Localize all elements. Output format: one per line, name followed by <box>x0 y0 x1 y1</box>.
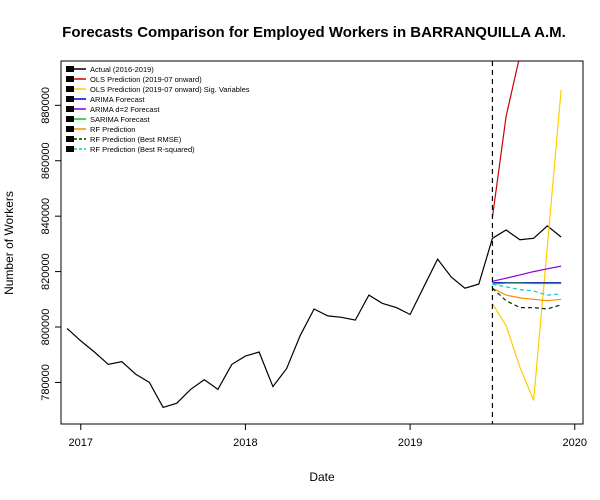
y-tick-label: 840000 <box>40 198 52 235</box>
series-line-1 <box>491 61 520 218</box>
series-line-4 <box>492 265 562 282</box>
y-tick-label: 860000 <box>40 142 52 179</box>
series-line-8 <box>492 283 562 296</box>
series-line-0 <box>66 225 562 409</box>
legend-label: ARIMA d=2 Forecast <box>90 105 160 114</box>
series-line-6 <box>492 287 562 302</box>
x-tick-label: 2019 <box>398 437 422 449</box>
y-axis-label: Number of Workers <box>2 191 16 295</box>
legend-swatch-box <box>66 146 74 152</box>
x-tick-label: 2020 <box>563 437 587 449</box>
legend-swatch-box <box>66 86 74 92</box>
x-axis-label: Date <box>309 470 335 484</box>
legend-label: RF Prediction (Best RMSE) <box>90 135 182 144</box>
legend-label: RF Prediction (Best R-squared) <box>90 145 195 154</box>
legend-label: OLS Prediction (2019-07 onward) Sig. Var… <box>90 85 250 94</box>
legend-swatch-box <box>66 126 74 132</box>
x-tick-label: 2018 <box>233 437 257 449</box>
y-tick-label: 780000 <box>40 364 52 401</box>
legend-swatch-box <box>66 116 74 122</box>
legend-label: ARIMA Forecast <box>90 95 146 104</box>
y-tick-label: 880000 <box>40 87 52 124</box>
y-tick-label: 800000 <box>40 309 52 346</box>
y-axis: 780000 800000 820000 840000 860000 880000 <box>40 87 61 401</box>
legend-label: OLS Prediction (2019-07 onward) <box>90 75 202 84</box>
legend-swatch-box <box>66 96 74 102</box>
series-line-5 <box>492 282 562 285</box>
x-tick-label: 2017 <box>69 437 93 449</box>
legend-swatch-box <box>66 66 74 72</box>
x-axis: 2017 2018 2019 2020 <box>69 424 587 449</box>
series-layer <box>66 61 562 409</box>
y-tick-label: 820000 <box>40 253 52 290</box>
chart-title: Forecasts Comparison for Employed Worker… <box>62 24 566 41</box>
series-line-7 <box>491 287 562 310</box>
legend: Actual (2016-2019)OLS Prediction (2019-0… <box>66 65 250 154</box>
legend-swatch-box <box>66 136 74 142</box>
plot-frame <box>60 60 584 425</box>
legend-swatch-box <box>66 106 74 112</box>
series-line-2 <box>491 90 562 401</box>
legend-label: RF Prediction <box>90 125 135 134</box>
plot-area <box>60 60 584 425</box>
legend-swatch-box <box>66 76 74 82</box>
legend-label: Actual (2016-2019) <box>90 65 154 74</box>
legend-label: SARIMA Forecast <box>90 115 151 124</box>
